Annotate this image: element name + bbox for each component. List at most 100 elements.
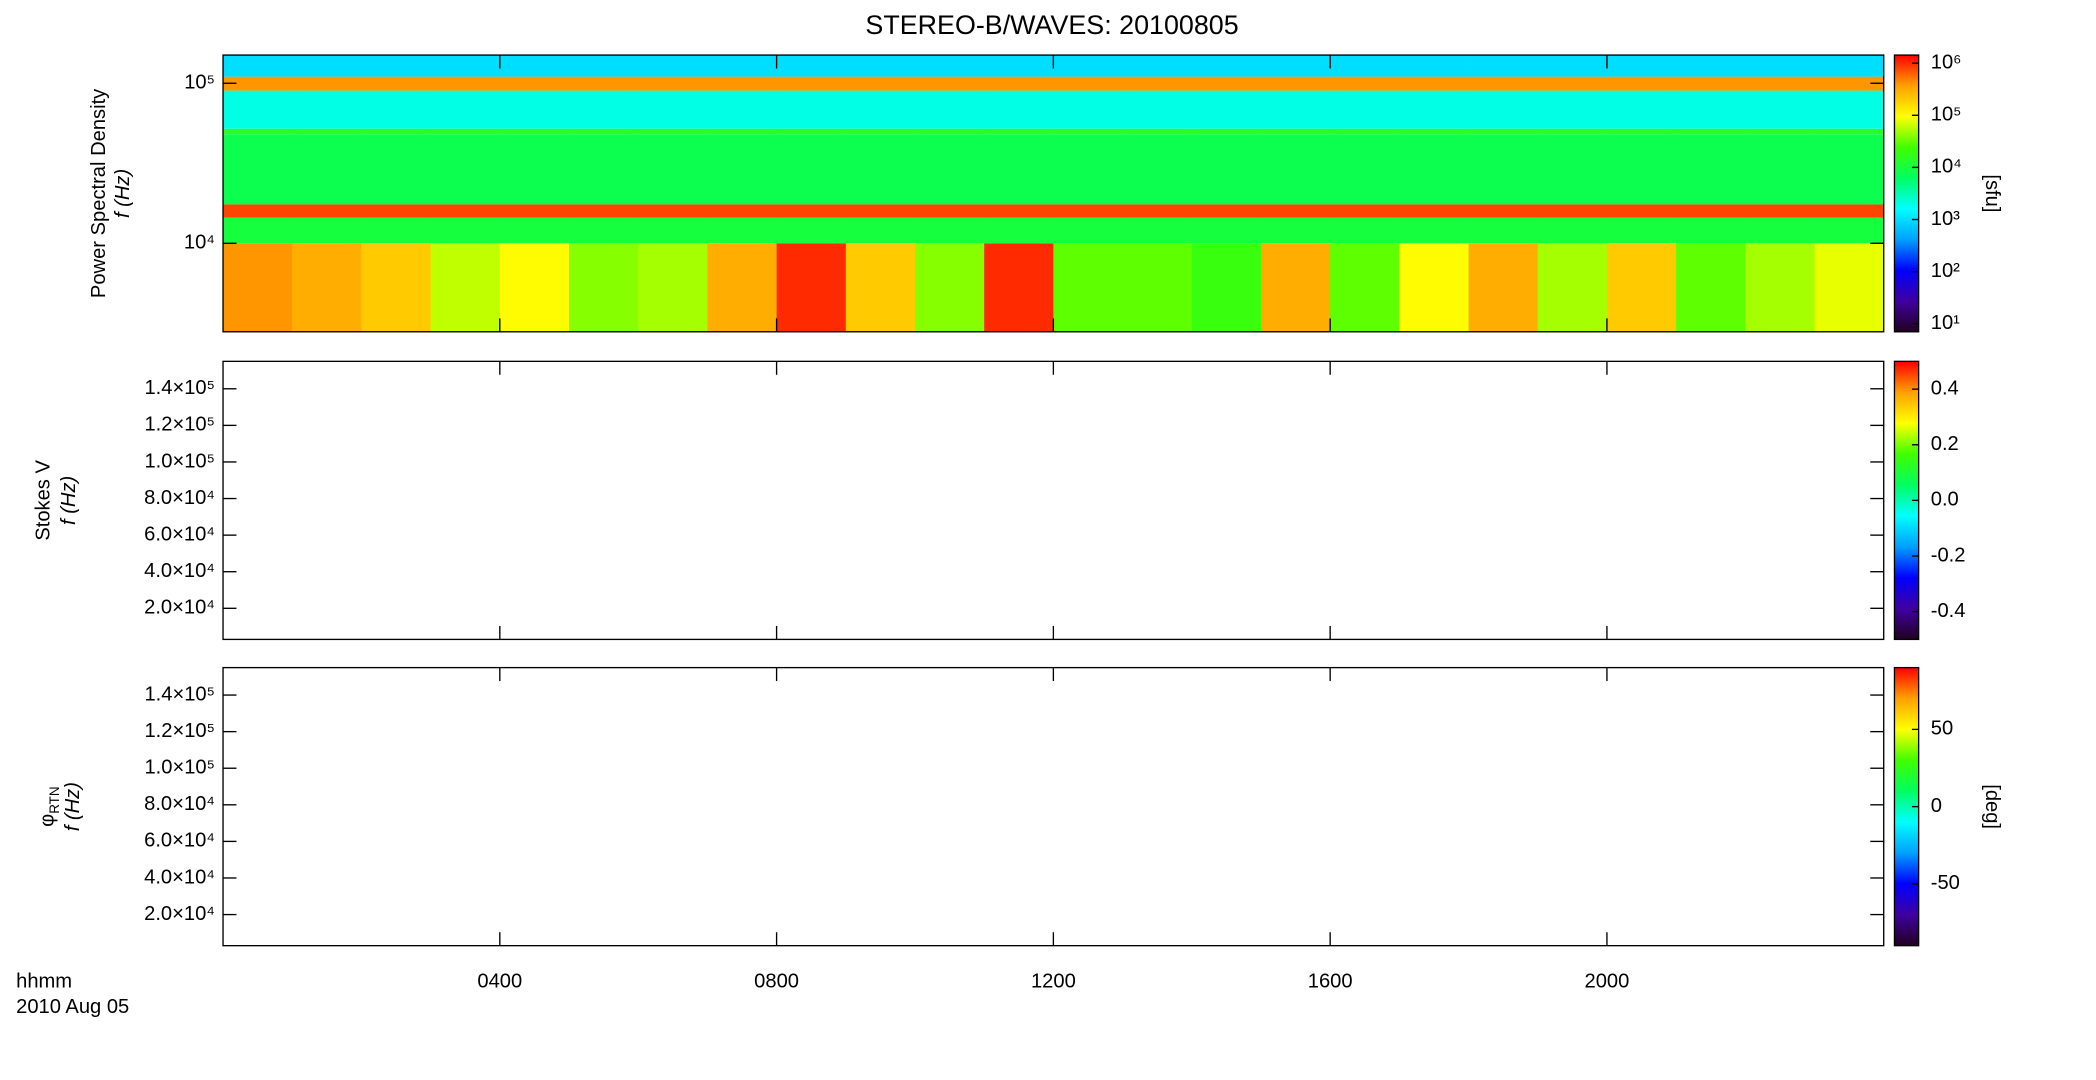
spectrogram-cell xyxy=(984,128,1054,135)
spectrogram-cell xyxy=(223,76,293,91)
y-tick-label: 4.0×10⁴ xyxy=(144,560,215,582)
spectrogram-cell xyxy=(292,128,362,135)
x-tick-label: 1600 xyxy=(1308,970,1353,992)
spectrogram-cell xyxy=(1399,204,1469,218)
spectrogram-cell xyxy=(1606,217,1677,244)
spectrogram-cell xyxy=(1814,243,1885,332)
spectrogram-cell xyxy=(569,204,639,218)
spectrogram-cell xyxy=(1676,243,1746,332)
spectrogram-cell xyxy=(707,55,777,77)
spectrogram-cell xyxy=(1676,128,1746,135)
colorbar-tick-label: 0.2 xyxy=(1931,433,1959,455)
spectrogram-cell xyxy=(1468,128,1539,135)
y-tick-label: 8.0×10⁴ xyxy=(144,793,215,815)
spectrogram-cell xyxy=(1814,55,1885,77)
spectrogram-cell xyxy=(430,204,501,218)
spectrogram-cell xyxy=(223,217,293,244)
spectrogram-cell xyxy=(638,217,708,244)
spectrogram-cell xyxy=(223,55,293,77)
spectrogram-cell xyxy=(223,90,293,129)
spectrogram-cell xyxy=(1537,76,1608,91)
spectrogram-cell xyxy=(914,217,985,244)
colorbar-tick-label: 10² xyxy=(1931,260,1960,282)
y-tick-label: 10⁴ xyxy=(184,232,215,254)
y-axis-title: Power Spectral Density xyxy=(88,88,110,298)
spectrogram-cell xyxy=(569,128,639,135)
y-tick-label: 10⁵ xyxy=(184,72,215,94)
spectrogram-cell xyxy=(1399,55,1469,77)
spectrogram-cell xyxy=(1053,90,1123,129)
y-tick-label: 1.2×10⁵ xyxy=(144,414,215,436)
spectrogram-cell xyxy=(1814,217,1885,244)
spectrogram-cell xyxy=(1399,243,1469,332)
spectrogram-cell xyxy=(499,128,570,135)
spectrogram-cell xyxy=(1191,217,1262,244)
spectrogram-cell xyxy=(776,128,847,135)
spectrogram-cell xyxy=(1468,243,1539,332)
spectrogram-cell xyxy=(1122,90,1193,129)
spectrogram-cell xyxy=(1606,55,1677,77)
spectrogram-cell xyxy=(1537,243,1608,332)
spectrogram-cell xyxy=(292,217,362,244)
spectrogram-cell xyxy=(292,134,362,205)
spectrogram-cell xyxy=(914,128,985,135)
spectrogram-cell xyxy=(776,55,847,77)
spectrogram-cell xyxy=(1399,90,1469,129)
spectrogram-cell xyxy=(1122,55,1193,77)
y-tick-label: 6.0×10⁴ xyxy=(144,830,215,852)
spectrogram-cell xyxy=(1468,90,1539,129)
x-caption: hhmm xyxy=(16,970,72,992)
colorbar-tick-label: 0.0 xyxy=(1931,489,1959,511)
spectrogram-cell xyxy=(1399,76,1469,91)
spectrogram-cell xyxy=(1676,134,1746,205)
spectrogram-cell xyxy=(1330,217,1400,244)
spectrogram-cell xyxy=(1745,55,1815,77)
spectrogram-cell xyxy=(1537,90,1608,129)
spectrogram-cell xyxy=(638,128,708,135)
spectrogram-cell xyxy=(1468,134,1539,205)
spectrogram-cell xyxy=(1191,55,1262,77)
spectrogram-cell xyxy=(569,217,639,244)
colorbar-tick-label: 10¹ xyxy=(1931,312,1960,334)
spectrogram-cell xyxy=(1537,134,1608,205)
panel-frame xyxy=(222,360,1885,641)
spectrogram-cell xyxy=(914,76,985,91)
y-axis-subtitle: f (Hz) xyxy=(112,169,134,218)
spectrogram-cell xyxy=(569,90,639,129)
spectrogram-cell xyxy=(845,204,916,218)
spectrogram-cell xyxy=(1122,204,1193,218)
spectrogram-cell xyxy=(499,217,570,244)
spectrogram-cell xyxy=(845,90,916,129)
spectrogram-cell xyxy=(1191,134,1262,205)
spectrogram-cell xyxy=(707,134,777,205)
spectrogram-cell xyxy=(707,76,777,91)
spectrogram-cell xyxy=(1330,55,1400,77)
spectrogram-cell xyxy=(499,90,570,129)
spectrogram-cell xyxy=(1399,134,1469,205)
spectrogram-cell xyxy=(361,128,432,135)
spectrogram-cell xyxy=(223,128,293,135)
spectrogram-cell xyxy=(361,134,432,205)
spectrogram-cell xyxy=(1191,90,1262,129)
spectrogram-cell xyxy=(1122,217,1193,244)
spectrogram-cell xyxy=(1260,204,1331,218)
y-axis-symbol: φ xyxy=(37,814,59,827)
spectrogram-cell xyxy=(430,243,501,332)
colorbar-tick-label: 10⁴ xyxy=(1931,156,1962,178)
spectrogram-cell xyxy=(499,243,570,332)
spectrogram-cell xyxy=(430,55,501,77)
spectrogram-cell xyxy=(499,55,570,77)
y-axis-subscript: RTN xyxy=(47,786,62,813)
spectrogram-cell xyxy=(1330,243,1400,332)
spectrogram-cell xyxy=(845,134,916,205)
spectrogram-cell xyxy=(1191,76,1262,91)
y-tick-label: 2.0×10⁴ xyxy=(144,903,215,925)
spectrogram-cell xyxy=(1745,243,1815,332)
spectrogram-cell xyxy=(984,243,1054,332)
spectrogram-cell xyxy=(1814,128,1885,135)
spectrogram-cell xyxy=(1676,55,1746,77)
spectrogram-cell xyxy=(1330,90,1400,129)
spectrogram-cell xyxy=(776,134,847,205)
spectrogram-cell xyxy=(845,128,916,135)
spectrogram-cell xyxy=(361,55,432,77)
